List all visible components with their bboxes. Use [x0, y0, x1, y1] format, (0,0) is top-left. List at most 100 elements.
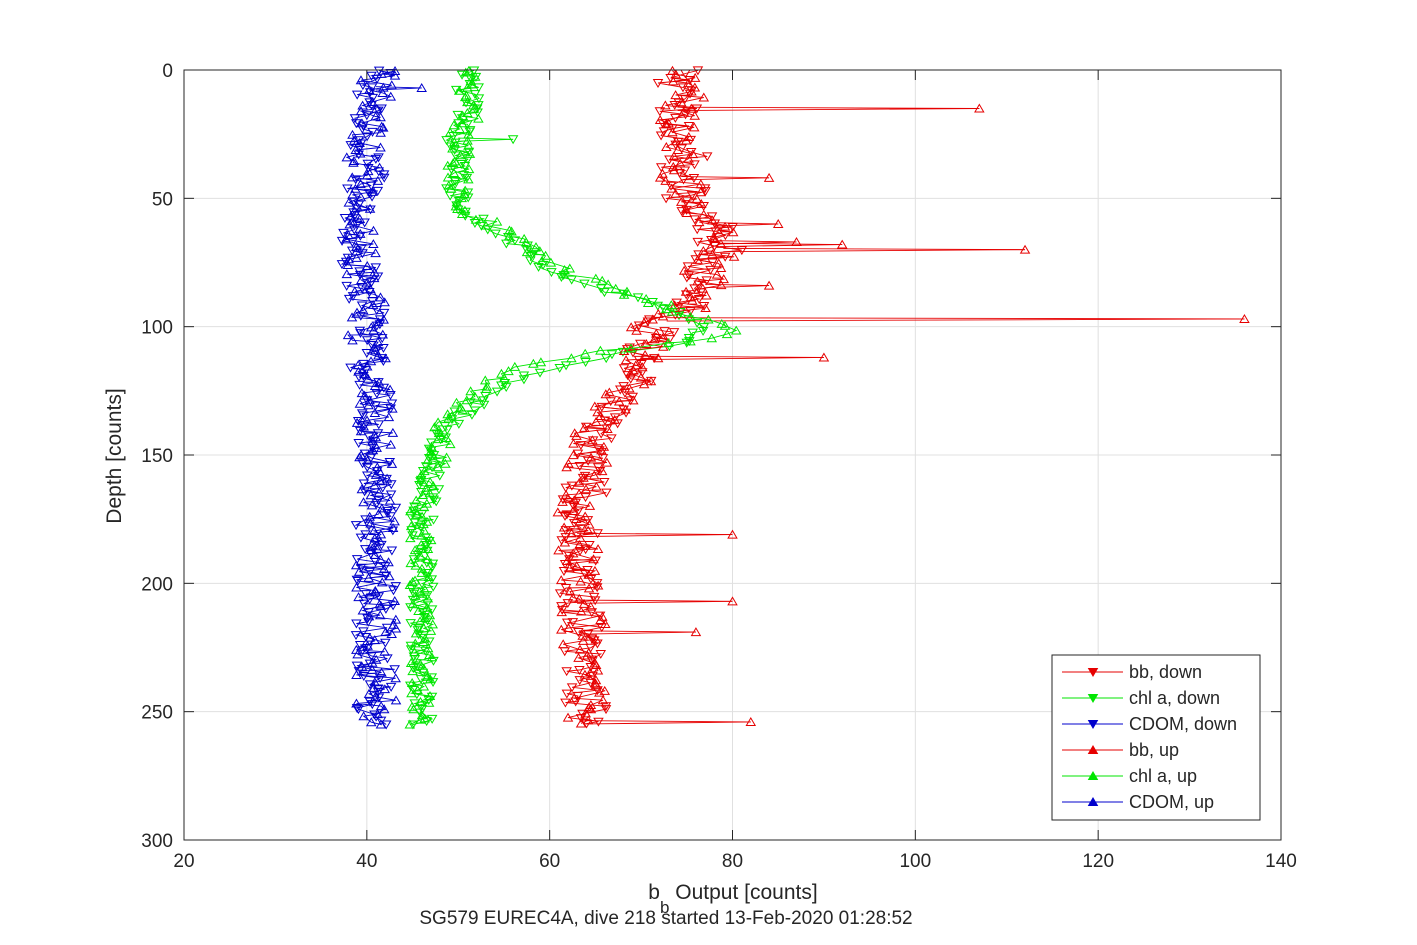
- legend-marker: [1087, 693, 1099, 703]
- data-point: [427, 582, 439, 592]
- data-point: [561, 667, 572, 677]
- data-point: [685, 311, 696, 321]
- data-point: [345, 211, 356, 221]
- legend: bb, down chl a, down CDOM, down bb, up chl a…: [1051, 654, 1261, 821]
- data-point: [425, 535, 437, 545]
- data-point: [659, 327, 670, 337]
- data-point: [441, 452, 452, 462]
- data-point: [385, 682, 397, 692]
- x-tick-label: 80: [722, 851, 743, 872]
- data-point: [341, 269, 353, 279]
- series-chl-a-up: [404, 65, 742, 729]
- data-point: [415, 714, 427, 724]
- data-point: [410, 638, 421, 648]
- data-point: [554, 589, 566, 599]
- spike-line: [723, 249, 1026, 253]
- data-point: [675, 196, 687, 206]
- x-axis-title-subscript: b: [660, 898, 669, 917]
- spike-line: [578, 630, 696, 633]
- data-point: [590, 416, 602, 426]
- y-tick-label: 0: [162, 61, 173, 82]
- data-point: [575, 606, 587, 616]
- data-point: [373, 377, 385, 387]
- data-point: [357, 605, 369, 615]
- data-point: [355, 329, 366, 339]
- data-point: [579, 279, 590, 289]
- data-point: [351, 252, 362, 262]
- data-point: [577, 630, 588, 640]
- data-point: [574, 462, 586, 472]
- data-point: [567, 592, 579, 602]
- data-point: [420, 462, 432, 472]
- data-point: [407, 576, 418, 586]
- data-point: [407, 666, 418, 676]
- data-point: [357, 305, 369, 315]
- data-point: [560, 489, 572, 499]
- data-point: [561, 618, 573, 628]
- data-point: [338, 228, 349, 238]
- data-point: [595, 649, 607, 659]
- y-tick-label: 200: [141, 574, 173, 595]
- data-point: [370, 654, 382, 664]
- spike-point: [727, 596, 738, 606]
- data-point: [588, 554, 599, 564]
- data-point: [421, 498, 433, 508]
- data-point: [698, 202, 709, 212]
- data-point: [601, 457, 613, 467]
- data-point: [374, 599, 385, 609]
- data-point: [558, 566, 570, 576]
- data-point: [415, 539, 427, 549]
- data-point: [377, 329, 389, 339]
- data-point: [371, 389, 383, 399]
- data-point: [407, 720, 419, 730]
- data-point: [350, 521, 362, 531]
- data-point: [468, 66, 480, 76]
- data-point: [366, 97, 378, 107]
- data-point: [651, 328, 662, 338]
- data-point: [463, 140, 474, 150]
- data-point: [371, 499, 383, 509]
- data-point: [585, 678, 596, 688]
- data-point: [384, 384, 396, 394]
- data-point: [367, 289, 379, 299]
- data-point: [374, 674, 386, 684]
- data-point: [665, 300, 677, 310]
- data-point: [378, 704, 390, 714]
- data-point: [424, 477, 436, 487]
- data-point: [561, 689, 573, 699]
- data-point: [574, 676, 585, 686]
- x-tick-label: 40: [356, 851, 377, 872]
- data-point: [613, 396, 625, 406]
- data-point: [414, 550, 426, 560]
- spike-line: [714, 223, 779, 227]
- data-point: [413, 623, 424, 633]
- data-point: [370, 154, 382, 164]
- data-point: [689, 72, 701, 82]
- data-point: [356, 388, 368, 398]
- data-point: [592, 407, 603, 417]
- data-point: [353, 439, 364, 449]
- data-point: [387, 403, 398, 413]
- data-point: [478, 396, 489, 406]
- data-point: [372, 175, 384, 185]
- data-point: [552, 507, 564, 517]
- legend-item: CDOM, up: [1062, 792, 1214, 812]
- data-point: [580, 422, 592, 432]
- data-point: [703, 314, 714, 324]
- data-point: [564, 263, 576, 273]
- data-point: [573, 488, 585, 498]
- data-point: [364, 88, 376, 98]
- data-point: [364, 567, 376, 577]
- data-point: [566, 528, 577, 538]
- data-point: [625, 368, 636, 378]
- data-point: [387, 427, 399, 437]
- data-point: [370, 432, 382, 442]
- data-point: [579, 471, 591, 481]
- data-point: [599, 288, 610, 298]
- data-point: [569, 428, 580, 438]
- data-point: [715, 263, 727, 272]
- data-point: [355, 533, 367, 543]
- spike-line: [681, 176, 770, 179]
- data-point: [641, 339, 652, 349]
- y-axis-title: Depth [counts]: [103, 388, 126, 523]
